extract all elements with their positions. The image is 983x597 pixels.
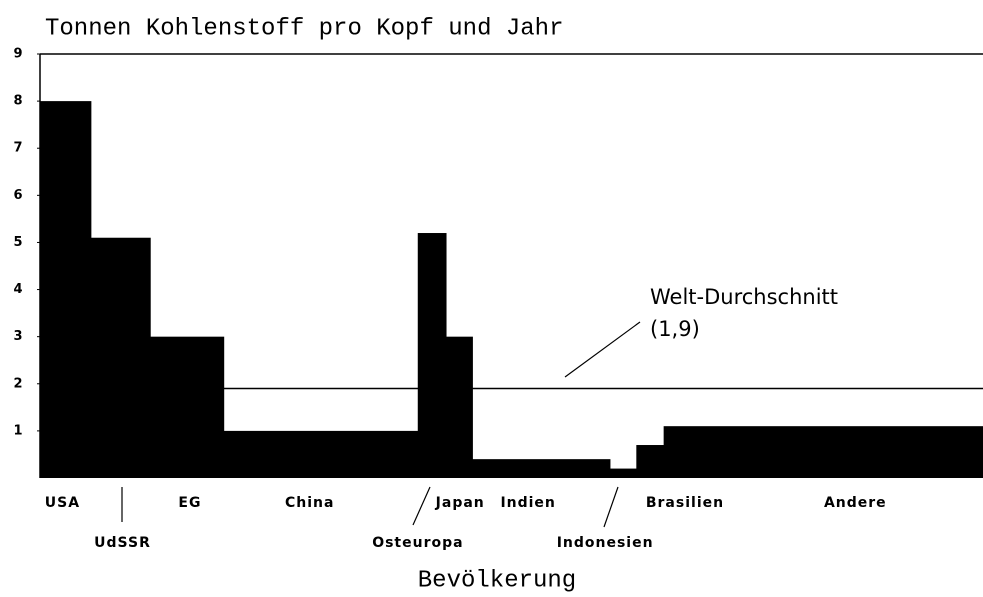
x-category-label: EG xyxy=(178,495,201,511)
bar xyxy=(40,101,92,478)
y-tick-label: 6 xyxy=(13,188,22,203)
label-leader xyxy=(412,486,431,526)
bar xyxy=(150,336,225,478)
y-tick-label: 5 xyxy=(13,235,22,250)
x-category-label: Andere xyxy=(824,495,887,511)
y-tick-label: 9 xyxy=(13,47,22,62)
x-category-label: Indonesien xyxy=(557,535,654,551)
bar xyxy=(636,445,665,478)
annotation-leader xyxy=(564,321,641,378)
y-tick-label: 1 xyxy=(13,423,22,438)
bar xyxy=(609,468,637,478)
x-category-label: Brasilien xyxy=(646,495,724,511)
x-category-label: Indien xyxy=(500,495,555,511)
annotation-label: Welt-Durchschnitt xyxy=(650,285,838,309)
y-tick-label: 4 xyxy=(13,282,22,297)
x-axis-label: Bevölkerung xyxy=(418,567,576,594)
y-tick-label: 8 xyxy=(13,94,22,109)
x-category-label: USA xyxy=(45,495,80,511)
y-tick-label: 3 xyxy=(13,329,22,344)
bar xyxy=(472,459,611,478)
bar xyxy=(663,426,983,478)
chart-title: Tonnen Kohlenstoff pro Kopf und Jahr xyxy=(45,15,563,42)
x-category-label: Japan xyxy=(435,495,485,511)
label-leader xyxy=(603,486,619,528)
x-category-label: UdSSR xyxy=(94,535,151,551)
bar xyxy=(90,237,151,478)
bar xyxy=(417,233,447,478)
x-category-label: Osteuropa xyxy=(372,535,463,551)
y-tick-label: 7 xyxy=(13,141,22,156)
annotation-value: (1,9) xyxy=(650,317,700,341)
bar xyxy=(223,430,419,478)
y-tick-label: 2 xyxy=(13,376,22,391)
x-category-label: China xyxy=(285,495,334,511)
bar xyxy=(446,336,473,478)
